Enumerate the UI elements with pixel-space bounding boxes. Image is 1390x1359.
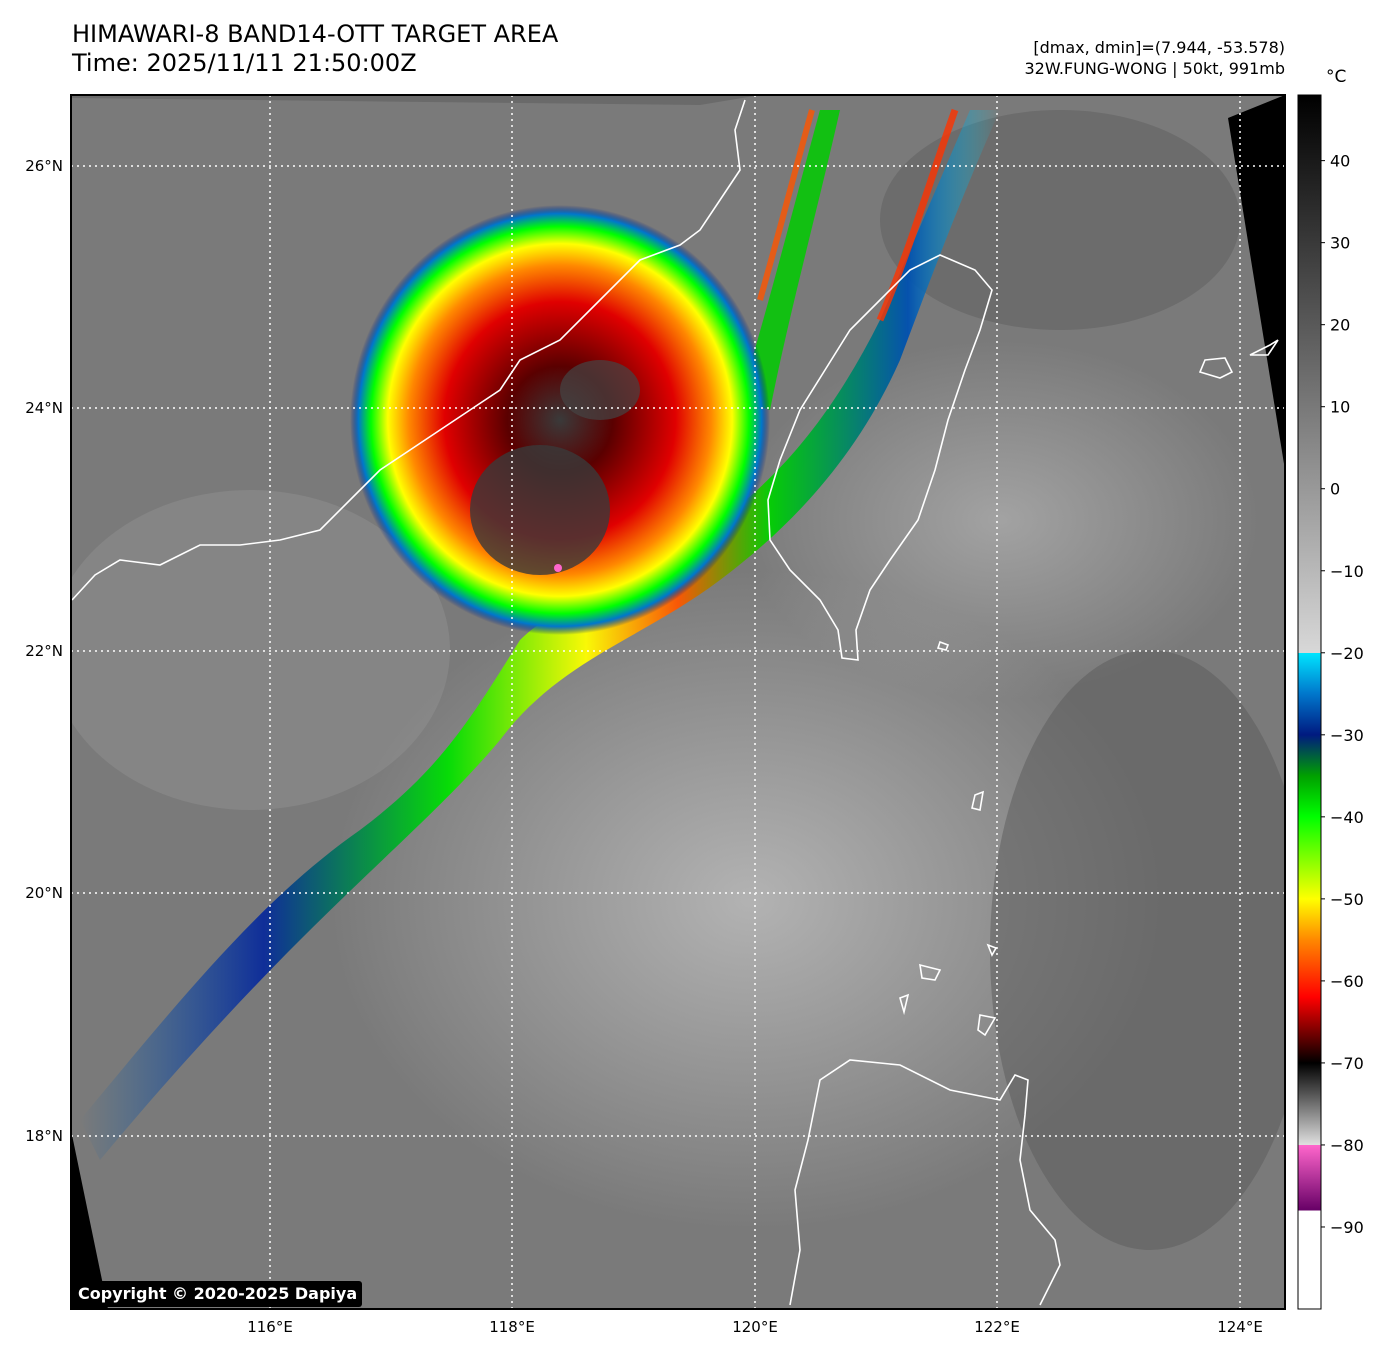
luzon-coast bbox=[789, 1059, 1061, 1306]
imagery-layer bbox=[71, 95, 1285, 1309]
rainband-north bbox=[740, 110, 840, 410]
title-line-1: HIMAWARI-8 BAND14-OTT TARGET AREA bbox=[72, 20, 559, 48]
copyright-badge: Copyright © 2020-2025 Dapiya bbox=[74, 1281, 363, 1307]
lon-label-122: 122°E bbox=[974, 1318, 1020, 1336]
rainband-outer bbox=[80, 110, 1000, 1160]
storm-meta: [dmax, dmin]=(7.944, -53.578) 32W.FUNG-W… bbox=[1024, 37, 1285, 79]
colorbar-tick-label: 0 bbox=[1330, 480, 1340, 499]
colorbar-tick-label: −60 bbox=[1330, 972, 1364, 991]
lon-label-124: 124°E bbox=[1217, 1318, 1263, 1336]
plot-frame bbox=[70, 94, 1286, 1310]
colorbar-tick-label: −90 bbox=[1330, 1218, 1364, 1237]
colorbar-unit: °C bbox=[1326, 67, 1347, 87]
colorbar-tick-label: 40 bbox=[1330, 152, 1350, 171]
storm-info-label: 32W.FUNG-WONG | 50kt, 991mb bbox=[1024, 59, 1285, 78]
coastlines bbox=[71, 99, 1279, 1306]
colorbar-tick-label: −80 bbox=[1330, 1136, 1364, 1155]
lat-label-20: 20°N bbox=[25, 884, 63, 902]
colorbar-tick-label: 20 bbox=[1330, 316, 1350, 335]
no-data-left bbox=[71, 1130, 108, 1309]
colorbar-tick-label: −70 bbox=[1330, 1054, 1364, 1073]
colorbar-ticks: 40 30 20 10 0 −10 −20 −30 −40 −50 −60 −70 −80 −90 bbox=[1321, 152, 1364, 1237]
lat-label-24: 24°N bbox=[25, 399, 63, 417]
colorbar bbox=[1298, 95, 1321, 1309]
central-dense-overcast bbox=[350, 205, 770, 635]
lon-label-118: 118°E bbox=[489, 1318, 535, 1336]
lat-labels: 26°N 24°N 22°N 20°N 18°N bbox=[25, 157, 63, 1145]
dmax-dmin-label: [dmax, dmin]=(7.944, -53.578) bbox=[1033, 38, 1285, 57]
no-data-right bbox=[1228, 95, 1285, 470]
colorbar-tick-label: −50 bbox=[1330, 890, 1364, 909]
chart-title: HIMAWARI-8 BAND14-OTT TARGET AREA Time: … bbox=[72, 20, 558, 78]
lat-label-18: 18°N bbox=[25, 1127, 63, 1145]
colorbar-tick-label: −10 bbox=[1330, 562, 1364, 581]
lat-label-26: 26°N bbox=[25, 157, 63, 175]
lat-label-22: 22°N bbox=[25, 642, 63, 660]
lon-labels: 116°E 118°E 120°E 122°E 124°E bbox=[247, 1318, 1263, 1336]
colorbar-tick-label: −30 bbox=[1330, 726, 1364, 745]
colorbar-tick-label: 10 bbox=[1330, 398, 1350, 417]
title-line-2: Time: 2025/11/11 21:50:00Z bbox=[72, 49, 417, 77]
lon-label-116: 116°E bbox=[247, 1318, 293, 1336]
colorbar-tick-label: −20 bbox=[1330, 644, 1364, 663]
colorbar-tick-label: −40 bbox=[1330, 808, 1364, 827]
storm-center-marker bbox=[554, 564, 562, 572]
gridlines bbox=[71, 95, 1285, 1309]
lon-label-120: 120°E bbox=[732, 1318, 778, 1336]
taiwan-coast bbox=[767, 254, 993, 661]
colorbar-tick-label: 30 bbox=[1330, 234, 1350, 253]
china-coast bbox=[71, 99, 746, 601]
